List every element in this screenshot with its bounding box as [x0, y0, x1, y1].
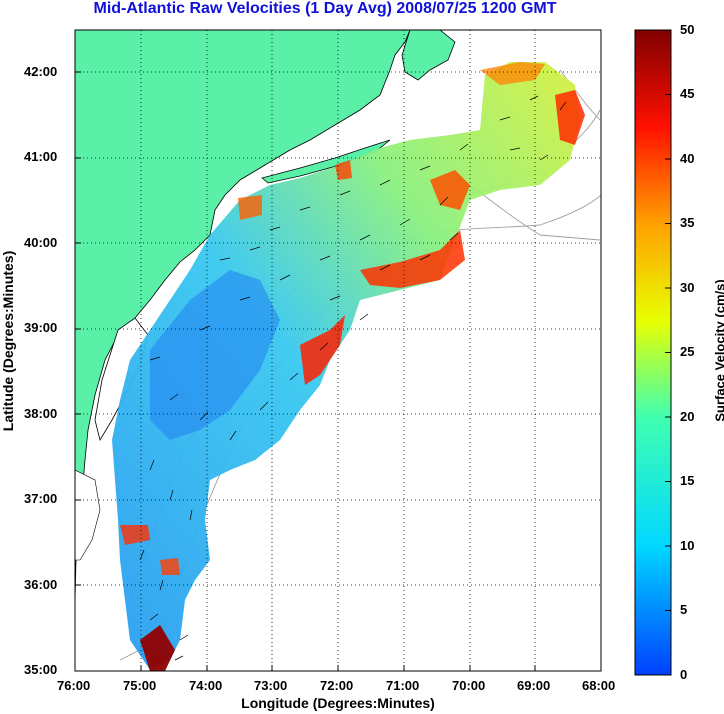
low-speed-region — [150, 270, 280, 440]
y-tick-label: 39:00 — [24, 320, 58, 335]
colorbar-tick-label: 35 — [680, 215, 695, 230]
y-tick-label: 37:00 — [24, 491, 58, 506]
y-tick-label: 38:00 — [24, 406, 58, 421]
velocity-vectors — [139, 95, 567, 661]
x-tick-label: 76:00 — [57, 678, 91, 693]
axis-tick-marks — [75, 71, 536, 672]
colorbar-tick-label: 50 — [680, 22, 695, 37]
colorbar-tick-label: 45 — [680, 86, 695, 101]
colorbar-tick-label: 0 — [680, 667, 688, 682]
colorbar-tick-label: 30 — [680, 280, 695, 295]
map-title: Mid-Atlantic Raw Velocities (1 Day Avg) … — [93, 0, 557, 17]
colorbar-label: Surface Velocity (cm/s) — [712, 279, 724, 422]
y-tick-label: 36:00 — [24, 577, 58, 592]
x-tick-label: 74:00 — [189, 678, 223, 693]
colorbar-tick-label: 15 — [680, 473, 695, 488]
x-tick-label: 75:00 — [123, 678, 157, 693]
land-long-island — [261, 139, 391, 184]
y-tick-label: 41:00 — [24, 149, 58, 164]
y-tick-label: 35:00 — [24, 662, 58, 677]
high-speed-regions — [120, 62, 585, 671]
colorbar-tick-label: 5 — [680, 602, 688, 617]
y-axis-label: Latitude (Degrees:Minutes) — [0, 250, 16, 432]
x-axis-label: Longitude (Degrees:Minutes) — [241, 695, 435, 711]
map-grid — [75, 30, 601, 671]
colorbar-tick-label: 20 — [680, 409, 695, 424]
velocity-field — [112, 62, 580, 670]
x-tick-label: 73:00 — [254, 678, 288, 693]
land-new-england — [401, 30, 456, 81]
colorbar-tick-label: 10 — [680, 538, 695, 553]
colorbar-tick-label: 40 — [680, 151, 695, 166]
y-tick-label: 40:00 — [24, 235, 58, 250]
x-tick-label: 69:00 — [517, 678, 551, 693]
colorbar-tick-label: 25 — [680, 344, 695, 359]
x-tick-label: 71:00 — [386, 678, 420, 693]
x-tick-label: 72:00 — [320, 678, 354, 693]
x-tick-label: 68:00 — [582, 678, 616, 693]
x-tick-label: 70:00 — [452, 678, 486, 693]
colorbar-tick-marks — [665, 29, 671, 676]
land-mass — [75, 30, 411, 601]
land-chesapeake — [75, 469, 101, 561]
y-tick-label: 42:00 — [24, 64, 58, 79]
